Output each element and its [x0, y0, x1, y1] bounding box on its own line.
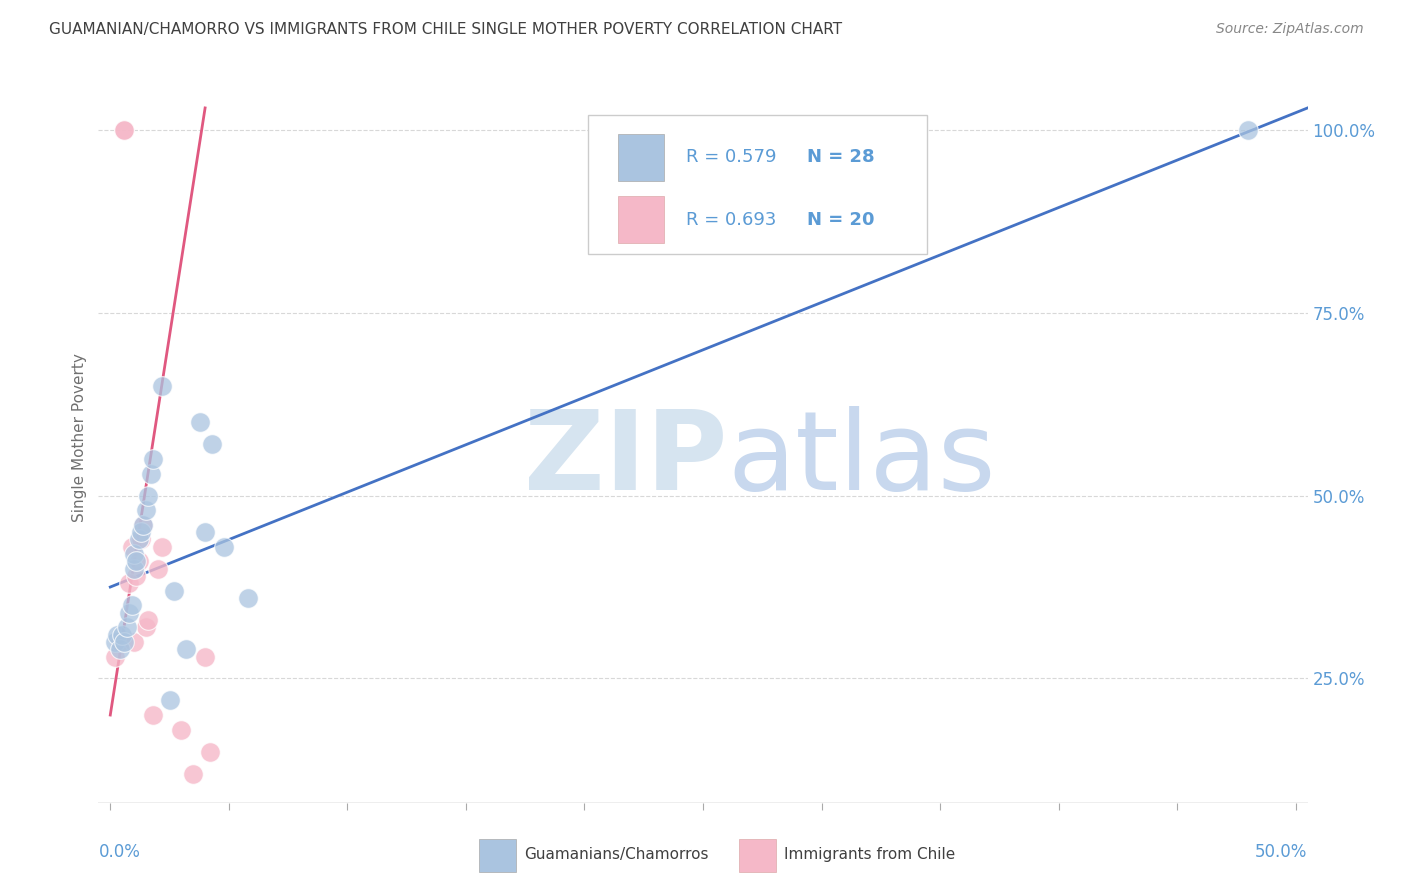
Point: [136, 489, 159, 503]
Text: 50.0%: 50.0%: [1256, 843, 1308, 861]
Point: [115, 620, 138, 634]
Point: [114, 123, 136, 137]
Point: [139, 467, 162, 481]
Point: [201, 437, 224, 451]
Point: [118, 606, 141, 620]
Point: [108, 635, 131, 649]
Point: [163, 583, 186, 598]
FancyBboxPatch shape: [479, 839, 516, 872]
Point: [104, 649, 127, 664]
Point: [152, 379, 174, 393]
Point: [121, 599, 143, 613]
Point: [104, 635, 127, 649]
Point: [121, 540, 143, 554]
FancyBboxPatch shape: [619, 195, 664, 244]
Point: [152, 540, 174, 554]
Point: [105, 627, 128, 641]
Point: [135, 503, 157, 517]
Point: [190, 416, 212, 430]
Point: [236, 591, 259, 605]
Point: [170, 723, 193, 737]
Point: [136, 613, 159, 627]
Text: N = 28: N = 28: [807, 148, 875, 167]
Text: 0.0%: 0.0%: [98, 843, 141, 861]
Point: [128, 554, 150, 568]
Y-axis label: Single Mother Poverty: Single Mother Poverty: [72, 352, 87, 522]
Point: [108, 642, 131, 657]
Point: [129, 533, 152, 547]
Point: [118, 576, 141, 591]
FancyBboxPatch shape: [588, 115, 927, 254]
Point: [122, 562, 145, 576]
Point: [111, 627, 134, 641]
Point: [114, 635, 136, 649]
Point: [129, 525, 152, 540]
Point: [146, 562, 169, 576]
Point: [194, 525, 217, 540]
Point: [181, 766, 204, 780]
Point: [142, 452, 165, 467]
Point: [142, 708, 165, 723]
Text: Immigrants from Chile: Immigrants from Chile: [785, 847, 955, 862]
Text: Guamanians/Chamorros: Guamanians/Chamorros: [524, 847, 709, 862]
FancyBboxPatch shape: [740, 839, 776, 872]
Text: GUAMANIAN/CHAMORRO VS IMMIGRANTS FROM CHILE SINGLE MOTHER POVERTY CORRELATION CH: GUAMANIAN/CHAMORRO VS IMMIGRANTS FROM CH…: [49, 22, 842, 37]
Text: R = 0.579: R = 0.579: [686, 148, 776, 167]
Text: N = 20: N = 20: [807, 211, 875, 228]
Point: [122, 635, 145, 649]
Point: [132, 517, 155, 532]
Text: ZIP: ZIP: [524, 406, 727, 513]
Point: [159, 693, 181, 707]
Point: [198, 745, 221, 759]
Point: [194, 649, 217, 664]
FancyBboxPatch shape: [619, 134, 664, 181]
Point: [1237, 123, 1260, 137]
Point: [135, 620, 157, 634]
Point: [114, 123, 136, 137]
Point: [128, 533, 150, 547]
Text: Source: ZipAtlas.com: Source: ZipAtlas.com: [1216, 22, 1364, 37]
Point: [212, 540, 235, 554]
Text: atlas: atlas: [727, 406, 995, 513]
Point: [174, 642, 197, 657]
Text: R = 0.693: R = 0.693: [686, 211, 776, 228]
Point: [132, 517, 155, 532]
Point: [122, 547, 145, 561]
Point: [125, 569, 148, 583]
Point: [125, 554, 148, 568]
